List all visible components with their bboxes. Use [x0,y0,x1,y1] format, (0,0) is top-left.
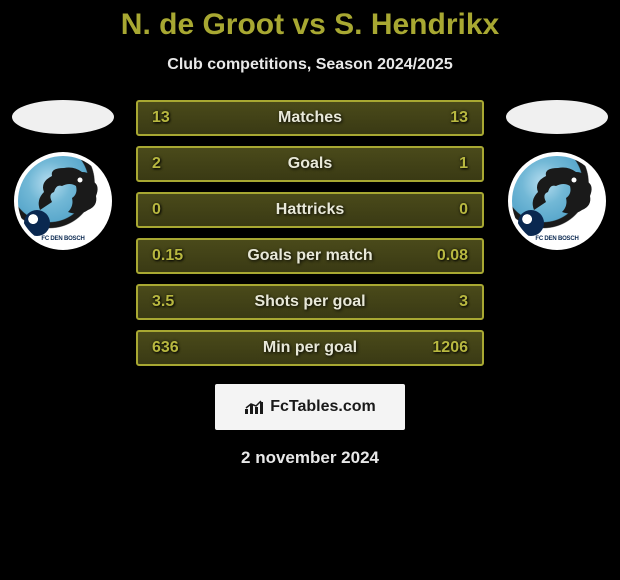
stat-left-value: 3.5 [152,293,192,311]
stat-label: Matches [278,109,342,127]
dragon-icon [30,162,104,222]
stat-right-value: 3 [428,293,468,311]
country-flag-left [12,100,114,134]
stat-label: Goals per match [247,247,372,265]
date-label: 2 november 2024 [0,448,620,468]
stat-row-goals: 2 Goals 1 [136,146,484,182]
right-player-column [502,100,612,250]
left-player-column [8,100,118,250]
dragon-icon [524,162,598,222]
stat-left-value: 0.15 [152,247,192,265]
page-title: N. de Groot vs S. Hendrikx [0,8,620,42]
stat-label: Goals [288,155,332,173]
comparison-body: 13 Matches 13 2 Goals 1 0 Hattricks 0 0.… [0,100,620,366]
stat-label: Min per goal [263,339,357,357]
stat-right-value: 13 [428,109,468,127]
stat-bars: 13 Matches 13 2 Goals 1 0 Hattricks 0 0.… [136,100,484,366]
stat-right-value: 1206 [428,339,468,357]
stat-right-value: 0 [428,201,468,219]
brand-text: FcTables.com [270,398,376,416]
stat-left-value: 636 [152,339,192,357]
stat-left-value: 13 [152,109,192,127]
stat-row-shots-per-goal: 3.5 Shots per goal 3 [136,284,484,320]
stat-right-value: 0.08 [428,247,468,265]
stat-row-matches: 13 Matches 13 [136,100,484,136]
country-flag-right [506,100,608,134]
stat-left-value: 0 [152,201,192,219]
brand-badge[interactable]: FcTables.com [215,384,405,430]
stat-row-min-per-goal: 636 Min per goal 1206 [136,330,484,366]
comparison-card: N. de Groot vs S. Hendrikx Club competit… [0,0,620,580]
page-subtitle: Club competitions, Season 2024/2025 [0,56,620,74]
stat-left-value: 2 [152,155,192,173]
stat-row-hattricks: 0 Hattricks 0 [136,192,484,228]
stat-label: Hattricks [276,201,344,219]
club-logo-left [14,152,112,250]
stat-row-goals-per-match: 0.15 Goals per match 0.08 [136,238,484,274]
chart-icon [244,399,264,415]
club-logo-right [508,152,606,250]
stat-label: Shots per goal [254,293,365,311]
stat-right-value: 1 [428,155,468,173]
